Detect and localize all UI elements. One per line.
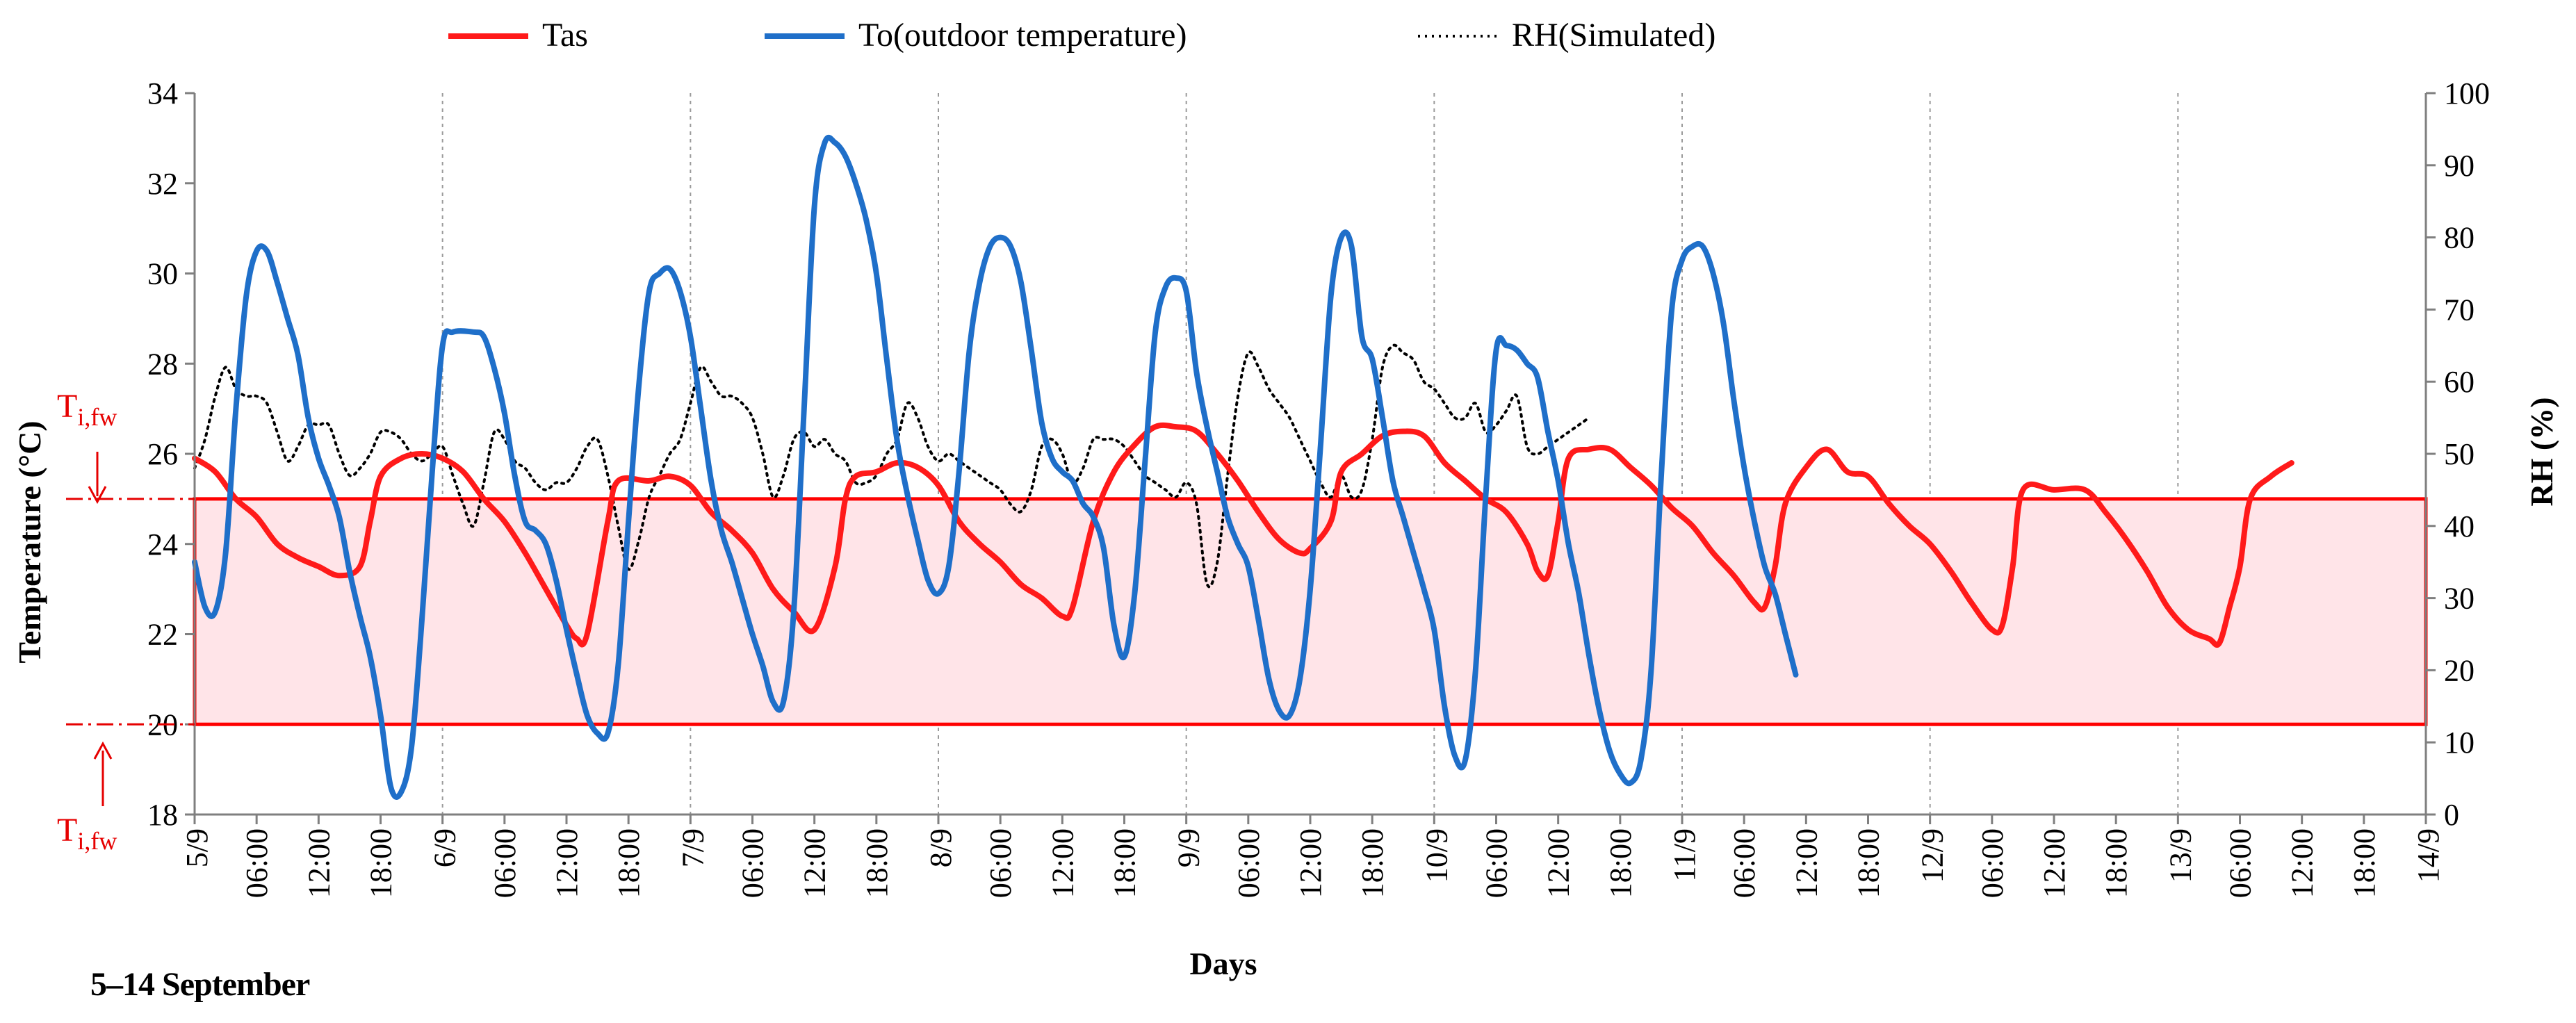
x-hour-tick-label: 06:00 [240,828,274,898]
tick-labels: 1820222426283032340102030405060708090100… [147,76,2490,898]
y-left-tick-label: 30 [147,257,178,291]
x-hour-tick-label: 06:00 [2224,828,2258,898]
x-hour-tick-label: 18:00 [2099,828,2133,898]
x-hour-tick-label: 12:00 [1542,828,1576,898]
x-hour-tick-label: 06:00 [488,828,522,898]
annotation-lower-label: Ti,fw [57,812,117,855]
y-left-tick-label: 34 [147,76,178,111]
x-hour-tick-label: 12:00 [1045,828,1079,898]
x-hour-tick-label: 18:00 [2347,828,2381,898]
y-right-tick-label: 60 [2444,365,2475,399]
x-day-tick-label: 6/9 [428,828,462,867]
x-hour-tick-label: 18:00 [1852,828,1886,898]
x-hour-tick-label: 06:00 [736,828,770,898]
y-right-tick-label: 10 [2444,726,2475,760]
x-hour-tick-label: 06:00 [1480,828,1514,898]
annotation-upper-tifw: Ti,fw [57,388,195,505]
x-hour-tick-label: 18:00 [1108,828,1142,898]
x-hour-tick-label: 18:00 [1604,828,1638,898]
x-hour-tick-label: 18:00 [1355,828,1389,898]
x-hour-tick-label: 12:00 [302,828,336,898]
x-hour-tick-label: 06:00 [984,828,1018,898]
x-hour-tick-label: 06:00 [1232,828,1266,898]
x-hour-tick-label: 12:00 [2037,828,2071,898]
period-label: 5–14 September [90,966,310,1003]
y-axis-right-title: RH (%) [2524,397,2559,506]
x-hour-tick-label: 12:00 [1294,828,1328,898]
y-right-tick-label: 0 [2444,798,2459,832]
x-hour-tick-label: 18:00 [860,828,894,898]
y-right-tick-label: 100 [2444,76,2490,111]
annotation-upper-label: Ti,fw [57,388,117,431]
y-right-tick-label: 40 [2444,509,2475,543]
x-day-tick-label: 9/9 [1172,828,1206,867]
y-left-tick-label: 26 [147,437,178,471]
legend: Tas To(outdoor temperature) RH(Simulated… [448,17,1715,54]
x-day-tick-label: 5/9 [180,828,214,867]
series-layer [192,134,2294,800]
x-hour-tick-label: 18:00 [612,828,646,898]
x-hour-tick-label: 18:00 [364,828,398,898]
legend-label-outdoor-temperature: To(outdoor temperature) [858,17,1187,54]
x-hour-tick-label: 12:00 [550,828,584,898]
y-right-tick-label: 90 [2444,149,2475,183]
x-day-tick-label: 7/9 [676,828,710,867]
x-hour-tick-label: 12:00 [1789,828,1823,898]
annotation-lower-tifw: Ti,fw [57,723,195,855]
x-hour-tick-label: 06:00 [1727,828,1761,898]
y-left-tick-label: 22 [147,618,178,652]
x-hour-tick-label: 06:00 [1975,828,2010,898]
x-day-tick-label: 13/9 [2163,828,2197,883]
y-left-tick-label: 18 [147,798,178,832]
series-outdoor-temperature-line [192,134,1799,800]
x-hour-tick-label: 12:00 [2285,828,2320,898]
x-day-tick-label: 11/9 [1668,828,1702,882]
y-right-tick-label: 20 [2444,653,2475,687]
vertical-gridlines [441,93,2179,815]
legend-label-tas: Tas [542,17,588,54]
annotation-upper-arrowhead [88,486,107,505]
y-right-tick-label: 80 [2444,221,2475,255]
y-right-tick-label: 70 [2444,293,2475,327]
y-left-tick-label: 24 [147,527,178,562]
annotation-lower-arrowhead [93,741,113,760]
y-axis-left-title: Temperature (°C) [12,420,47,663]
y-left-tick-label: 32 [147,167,178,201]
legend-label-rh-simulated: RH(Simulated) [1512,17,1715,54]
x-axis-title: Days [1189,946,1257,981]
x-day-tick-label: 8/9 [924,828,958,867]
x-day-tick-label: 14/9 [2411,828,2445,883]
x-day-tick-label: 12/9 [1916,828,1950,883]
y-right-tick-label: 50 [2444,437,2475,471]
x-hour-tick-label: 12:00 [798,828,832,898]
y-left-tick-label: 28 [147,347,178,381]
x-day-tick-label: 10/9 [1419,828,1453,883]
y-right-tick-label: 30 [2444,582,2475,616]
